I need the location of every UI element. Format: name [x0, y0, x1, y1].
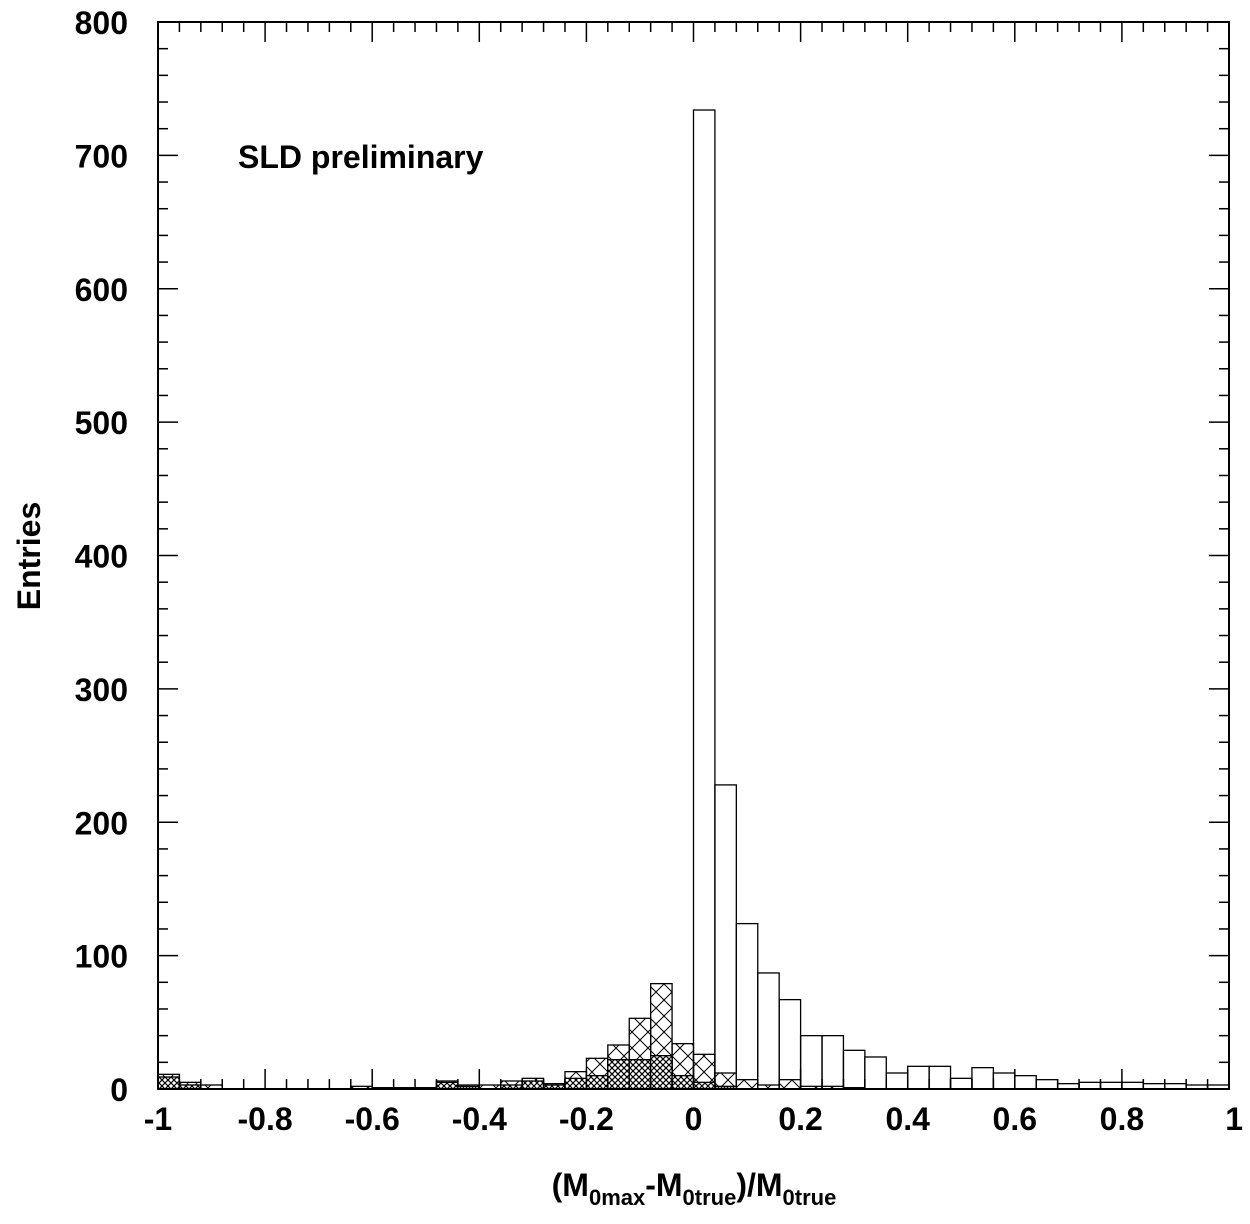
x-tick-label: -1	[144, 1101, 172, 1137]
histogram-bar	[1122, 1082, 1143, 1089]
series-open	[694, 110, 1230, 1089]
histogram-bar	[929, 1066, 950, 1089]
y-tick-label: 0	[110, 1072, 128, 1108]
histogram-bar	[694, 1082, 715, 1089]
histogram-bar	[758, 973, 779, 1089]
x-tick-label: -0.8	[238, 1101, 293, 1137]
y-tick-label: 600	[75, 272, 128, 308]
y-axis-title: Entries	[11, 502, 47, 610]
histogram-bar	[522, 1081, 543, 1089]
x-tick-label: 0.2	[778, 1101, 822, 1137]
histogram-bar	[565, 1078, 586, 1089]
x-tick-label: 0.6	[993, 1101, 1037, 1137]
annotation-text: SLD preliminary	[238, 139, 484, 175]
histogram-bar	[694, 110, 715, 1089]
x-axis-title-part: -M	[645, 1167, 682, 1203]
histogram-bar	[1015, 1076, 1036, 1089]
histogram-bar	[736, 1080, 757, 1089]
x-tick-label: 0	[685, 1101, 703, 1137]
histogram-bar	[951, 1078, 972, 1089]
x-axis-title-subscript: 0true	[683, 1185, 737, 1210]
histogram-bar	[779, 1080, 800, 1089]
histogram-bar	[1100, 1082, 1121, 1089]
histogram-bar	[158, 1077, 179, 1089]
histogram-bar	[586, 1076, 607, 1089]
histogram-bar	[779, 1000, 800, 1089]
histogram-bar	[865, 1057, 886, 1089]
histogram-bar	[822, 1036, 843, 1089]
y-tick-label: 400	[75, 539, 128, 575]
histogram-bar	[651, 1056, 672, 1089]
y-tick-label: 100	[75, 939, 128, 975]
histogram-bar	[1079, 1082, 1100, 1089]
histogram-bar	[715, 785, 736, 1089]
x-tick-label: -0.6	[345, 1101, 400, 1137]
x-tick-label: -0.4	[452, 1101, 507, 1137]
x-tick-label: -0.2	[559, 1101, 614, 1137]
series-hatched	[158, 984, 865, 1089]
x-axis-title-part: (M	[552, 1167, 589, 1203]
x-tick-label: 0.8	[1100, 1101, 1144, 1137]
histogram-bar	[993, 1073, 1014, 1089]
y-tick-label: 300	[75, 672, 128, 708]
histogram-bar	[886, 1073, 907, 1089]
x-axis-title-subscript: 0max	[589, 1185, 646, 1210]
x-axis-title: (M0max-M0true)/M0true	[552, 1167, 837, 1210]
series-crosshatched	[158, 1056, 736, 1089]
x-tick-label: 1	[1225, 1101, 1243, 1137]
histogram-bar	[672, 1076, 693, 1089]
histogram-bar	[908, 1066, 929, 1089]
x-axis-title-subscript: 0true	[783, 1185, 837, 1210]
x-axis-title-part: )/M	[736, 1167, 782, 1203]
histogram-bar	[436, 1082, 457, 1089]
histogram-bar	[629, 1060, 650, 1089]
histogram-bar	[608, 1060, 629, 1089]
x-tick-label: 0.4	[885, 1101, 930, 1137]
y-tick-label: 800	[75, 5, 128, 41]
histogram-bar	[1036, 1080, 1057, 1089]
histogram-bar	[972, 1068, 993, 1089]
histogram-bar	[736, 924, 757, 1089]
y-tick-label: 700	[75, 138, 128, 174]
histogram-bar	[801, 1036, 822, 1089]
y-tick-label: 500	[75, 405, 128, 441]
histogram-bar	[843, 1050, 864, 1089]
y-tick-label: 200	[75, 805, 128, 841]
plot-area	[158, 110, 1229, 1089]
